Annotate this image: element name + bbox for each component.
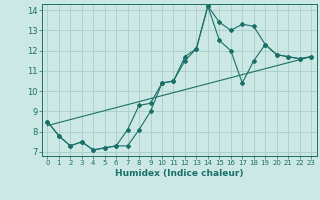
X-axis label: Humidex (Indice chaleur): Humidex (Indice chaleur): [115, 169, 244, 178]
